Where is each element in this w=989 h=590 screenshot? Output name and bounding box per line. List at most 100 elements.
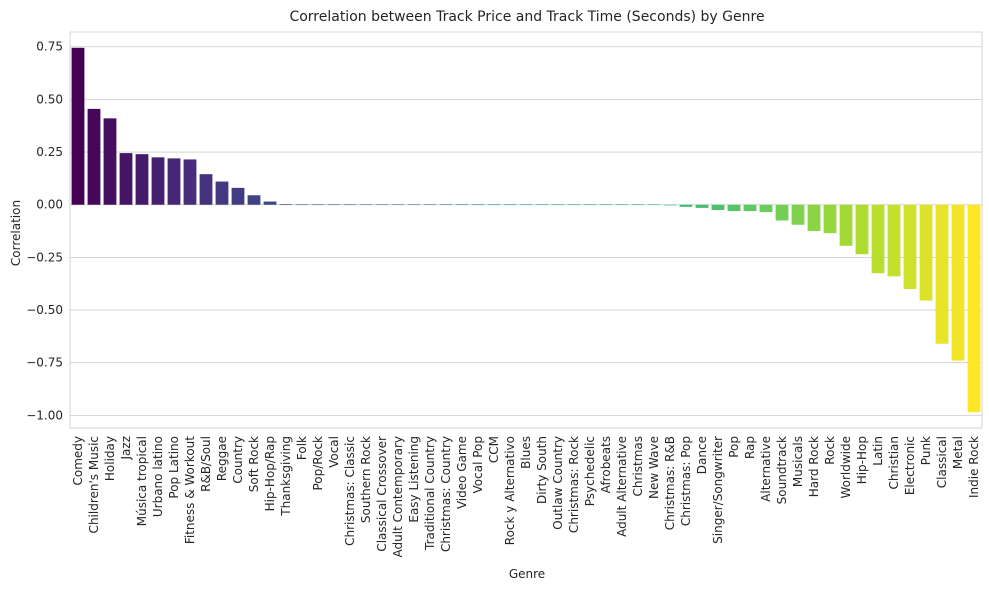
y-tick-label: −0.25 [26,250,63,264]
x-tick-label: Soft Rock [247,436,261,492]
x-tick-label: New Wave [647,436,661,499]
x-tick-label: Hip-Hop [855,436,869,484]
bar [903,204,917,289]
bar [263,201,277,205]
bar [951,204,965,361]
x-tick-label: Psychedelic [583,436,597,506]
bar [551,204,565,206]
bar [647,204,661,206]
x-tick-label: R&B/Soul [199,436,213,492]
x-tick-label: Indie Rock [967,436,981,498]
bar [727,204,741,212]
plot-frame [69,31,983,429]
x-tick-label: Punk [919,436,933,465]
bar [375,204,389,206]
bar [503,204,517,206]
bar [455,204,469,206]
x-tick-label: Christmas [631,436,645,497]
x-tick-label: Worldwide [839,436,853,499]
x-tick-label: Adult Alternative [615,436,629,537]
x-tick-label: Afrobeats [599,436,613,493]
x-tick-label: Folk [295,436,309,460]
x-tick-label: Reggae [215,436,229,481]
x-tick-label: Rap [743,436,757,459]
x-tick-label: Rock [823,436,837,465]
x-tick-label: Children's Music [87,436,101,533]
bar [967,204,981,413]
bar [71,47,85,205]
bar [759,204,773,213]
x-tick-label: Christmas: Rock [567,436,581,533]
x-tick-label: Video Game [455,436,469,509]
bar [791,204,805,225]
x-tick-label: Latin [871,436,885,466]
x-axis-ticks: Comedy Children's Music Holiday Jazz Música … [71,436,981,558]
x-tick-label: Pop Latino [167,436,181,499]
x-tick-label: Rock y Alternativo [503,436,517,545]
x-tick-label: CCM [487,436,501,463]
bar [487,204,501,206]
x-tick-label: Hip-Hop/Rap [263,436,277,511]
x-tick-label: Classical Crossover [375,436,389,552]
bar [839,204,853,246]
x-tick-label: Alternative [759,436,773,502]
bar [279,204,293,205]
x-tick-label: Blues [519,436,533,469]
x-tick-label: Fitness & Workout [183,436,197,544]
x-tick-label: Singer/Songwriter [711,436,725,544]
bar [407,204,421,206]
bar [679,204,693,207]
x-tick-label: Adult Contemporary [391,436,405,557]
bar [119,153,133,205]
x-tick-label: Outlaw Country [551,436,565,530]
x-axis-label: Genre [509,567,545,581]
bar [935,204,949,344]
x-tick-label: Hard Rock [807,436,821,497]
bar [359,204,373,206]
bar [423,204,437,206]
y-tick-label: 0.50 [36,92,63,106]
x-tick-label: Christmas: Country [439,436,453,552]
bar [151,157,165,205]
y-tick-label: −1.00 [26,408,63,422]
x-tick-label: Comedy [71,436,85,486]
x-tick-label: Vocal Pop [471,436,485,494]
bar [599,204,613,206]
x-tick-label: Dance [695,436,709,474]
x-tick-label: Vocal [327,436,341,468]
x-tick-label: Pop [727,436,741,458]
bar [615,204,629,206]
bar [583,204,597,206]
bar [711,204,725,210]
y-axis-label: Correlation [9,200,23,266]
y-axis-ticks: 0.75 0.50 0.25 0.00 −0.25 −0.50 −0.75 −1.00 [26,40,63,423]
bar [807,204,821,232]
bar [823,204,837,234]
x-tick-label: Electronic [903,436,917,495]
x-tick-label: Christmas: R&B [663,436,677,530]
bar [775,204,789,221]
bar [231,187,245,205]
bar [183,159,197,205]
bar [311,204,325,206]
y-tick-label: −0.75 [26,356,63,370]
x-tick-label: Traditional Country [423,436,437,551]
x-tick-label: Southern Rock [359,436,373,523]
bar [695,204,709,208]
y-tick-label: −0.50 [26,303,63,317]
bar [887,204,901,277]
bar [871,204,885,274]
x-tick-label: Thanksgiving [279,436,293,517]
x-tick-label: Christian [887,436,901,490]
bar [87,108,101,205]
bar [663,204,677,206]
x-tick-label: Jazz [119,436,133,461]
x-tick-label: Dirty South [535,436,549,504]
x-tick-label: Pop/Rock [311,436,325,491]
x-tick-label: Christmas: Pop [679,436,693,526]
bar [103,118,117,205]
bar [519,204,533,206]
bar [327,204,341,206]
bar [391,204,405,206]
